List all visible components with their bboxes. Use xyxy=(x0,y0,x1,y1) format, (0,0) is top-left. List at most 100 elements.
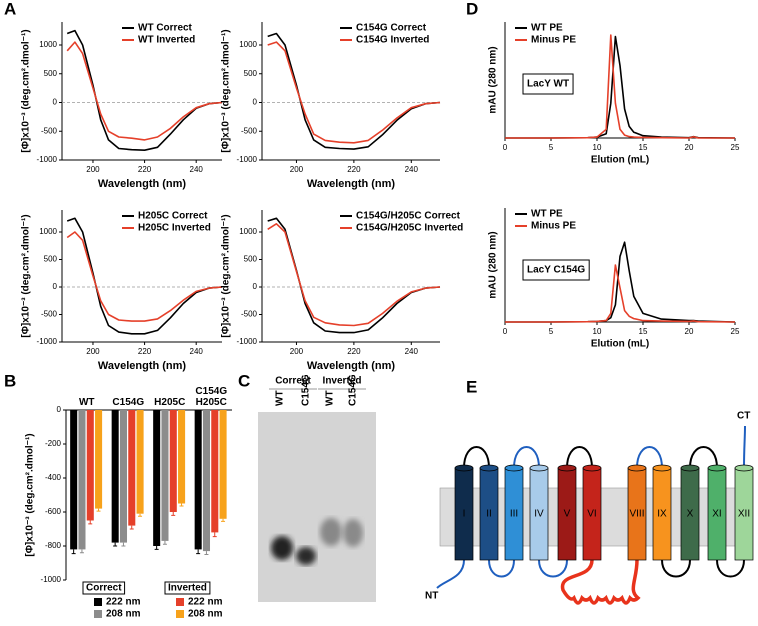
y-tick-label: 1000 xyxy=(39,40,57,49)
helix-label: V xyxy=(564,509,571,520)
helix-label: VI xyxy=(587,509,596,520)
helix-cap xyxy=(680,464,700,472)
legend-group: Inverted xyxy=(168,583,207,594)
gel-lane-label: WT xyxy=(275,390,286,406)
y-tick-label: -500 xyxy=(241,126,258,135)
helix-cap xyxy=(504,464,524,472)
series-line xyxy=(267,32,441,150)
x-tick-label: H205C xyxy=(154,397,185,408)
helix-label: I xyxy=(463,509,466,520)
series-line xyxy=(505,34,735,139)
bar xyxy=(194,410,202,550)
x-tick-label: 0 xyxy=(503,143,508,152)
legend-label: C154G/H205C Correct xyxy=(356,211,461,222)
helix-cap xyxy=(707,464,727,472)
helix-label: X xyxy=(687,509,694,520)
y-tick-label: 0 xyxy=(53,98,58,107)
annotation: LacY C154G xyxy=(527,265,585,276)
y-axis-label: [Φ]x10⁻³ (deg.cm².dmol⁻¹) xyxy=(21,29,32,152)
helix-label: XI xyxy=(712,509,721,520)
extramembrane-segment xyxy=(560,558,641,605)
y-tick-label: -500 xyxy=(41,126,58,135)
x-tick-label: 220 xyxy=(138,165,152,174)
legend-label: C154G Inverted xyxy=(356,35,429,46)
series-line xyxy=(66,41,223,141)
helix-cap xyxy=(582,464,602,472)
panel-letter: C xyxy=(238,371,250,390)
y-tick-label: -200 xyxy=(45,439,62,448)
x-tick-label: 200 xyxy=(86,165,100,174)
y-tick-label: 0 xyxy=(53,282,58,291)
error-bar xyxy=(121,542,126,547)
x-tick-label: C154G xyxy=(112,397,144,408)
y-tick-label: -1000 xyxy=(37,155,58,164)
gel-lane-label: C154G xyxy=(348,374,359,406)
y-tick-label: 1000 xyxy=(239,227,257,236)
bar xyxy=(95,410,103,509)
y-axis-label: [Φ]x10⁻³ (deg.cm².dmol⁻¹) xyxy=(221,29,232,152)
gel-lane-label: C154G xyxy=(301,374,312,406)
helix-cap xyxy=(529,464,549,472)
loop xyxy=(689,446,718,469)
x-tick-label: WT xyxy=(79,397,95,408)
bar xyxy=(169,410,177,512)
legend-group-box xyxy=(82,581,126,595)
y-axis-label: [Φ]x10⁻³ (deg.cm².dmol⁻¹) xyxy=(221,214,232,337)
x-tick-label: 240 xyxy=(405,165,419,174)
gel-group-label: Correct xyxy=(275,376,311,387)
y-tick-label: 0 xyxy=(253,98,258,107)
series-line xyxy=(66,231,223,322)
x-tick-label: 220 xyxy=(347,165,361,174)
helix-label: XII xyxy=(738,509,750,520)
bar xyxy=(128,410,136,526)
y-tick-label: 500 xyxy=(244,255,258,264)
n-terminus-tail xyxy=(436,559,465,589)
panel-letter: A xyxy=(4,0,16,18)
y-tick-label: -1000 xyxy=(37,337,58,346)
annotation-box xyxy=(522,259,590,281)
helix-cap xyxy=(734,464,754,472)
helix-cap xyxy=(454,464,474,472)
loop xyxy=(566,446,593,469)
legend-label: C154G Correct xyxy=(356,23,427,34)
legend-label: Minus PE xyxy=(531,221,576,232)
loop xyxy=(538,559,568,578)
legend-swatch xyxy=(94,610,102,618)
error-bar xyxy=(212,532,217,538)
legend-label: H205C Correct xyxy=(138,211,208,222)
bar xyxy=(136,410,144,514)
x-tick-label: 220 xyxy=(347,347,361,356)
bar xyxy=(161,410,169,541)
error-bar xyxy=(162,540,167,545)
x-tick-label: 5 xyxy=(549,327,554,336)
x-tick-label: 15 xyxy=(639,143,648,152)
error-bar xyxy=(221,518,226,522)
loop xyxy=(636,446,663,469)
legend-label: 222 nm xyxy=(106,597,141,608)
loop xyxy=(661,559,691,578)
legend-label: WT PE xyxy=(531,209,563,220)
error-bar xyxy=(204,551,209,555)
gel-band xyxy=(271,536,293,560)
gel-band xyxy=(320,518,342,546)
gel-lane-label: WT xyxy=(325,390,336,406)
panel-letter: B xyxy=(4,371,16,390)
bar xyxy=(70,410,78,550)
legend-swatch xyxy=(94,598,102,606)
legend-label: 222 nm xyxy=(188,597,223,608)
bar xyxy=(211,410,219,533)
gel-background xyxy=(258,412,376,602)
x-axis-label: Wavelength (nm) xyxy=(307,178,396,190)
annotation-box xyxy=(522,73,574,95)
x-tick-label: 5 xyxy=(549,143,554,152)
error-bar xyxy=(171,512,176,516)
loop xyxy=(463,446,490,469)
x-tick-label: 200 xyxy=(290,165,304,174)
helix-label: VIII xyxy=(629,509,644,520)
series-line xyxy=(66,29,223,151)
error-bar xyxy=(154,546,159,550)
x-tick-label: 20 xyxy=(685,143,694,152)
x-axis-label: Wavelength (nm) xyxy=(98,360,187,372)
loop xyxy=(488,559,515,578)
